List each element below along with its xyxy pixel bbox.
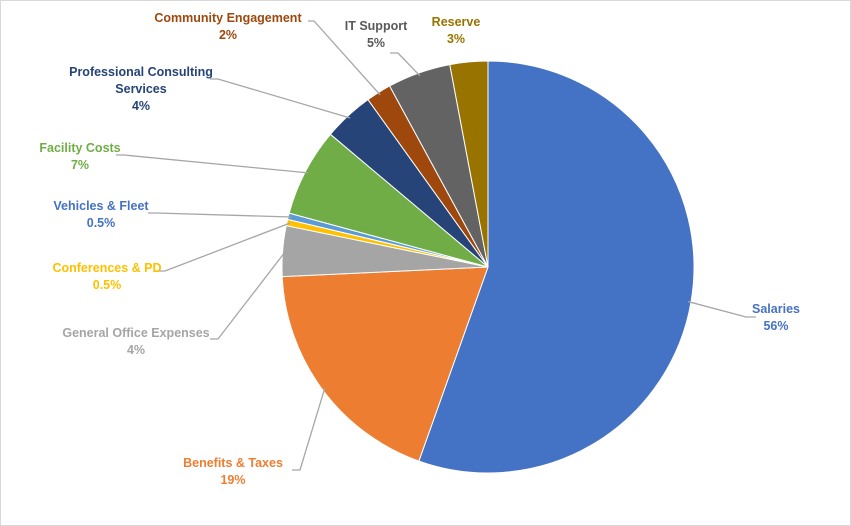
data-label-salaries: Salaries 56% bbox=[752, 302, 800, 333]
data-label-professional-consulting-services: Professional Consulting Services 4% bbox=[69, 65, 213, 113]
data-label-reserve: Reserve 3% bbox=[432, 15, 481, 46]
leader-line-general-office-expenses bbox=[210, 250, 287, 340]
leader-line-benefits-taxes bbox=[292, 387, 326, 471]
data-label-community-engagement: Community Engagement 2% bbox=[154, 11, 302, 42]
leader-line-salaries bbox=[687, 300, 756, 318]
data-label-general-office-expenses: General Office Expenses 4% bbox=[62, 326, 209, 357]
leader-line-facility-costs bbox=[116, 154, 309, 174]
pie-slice-reserve bbox=[449, 60, 489, 268]
pie-slice-benefits-taxes bbox=[281, 266, 489, 462]
data-label-it-support: IT Support 5% bbox=[345, 19, 408, 50]
leader-line-it-support bbox=[390, 52, 421, 77]
leader-line-community-engagement bbox=[308, 20, 381, 96]
leader-line-vehicles-fleet bbox=[148, 212, 292, 218]
leader-line-professional-consulting-services bbox=[210, 78, 351, 119]
data-label-benefits-taxes: Benefits & Taxes 19% bbox=[183, 456, 283, 487]
data-label-facility-costs: Facility Costs 7% bbox=[39, 141, 120, 172]
data-label-conferences-pd: Conferences & PD 0.5% bbox=[52, 261, 161, 292]
data-label-vehicles-fleet: Vehicles & Fleet 0.5% bbox=[53, 199, 149, 230]
leader-line-conferences-pd bbox=[157, 222, 291, 272]
